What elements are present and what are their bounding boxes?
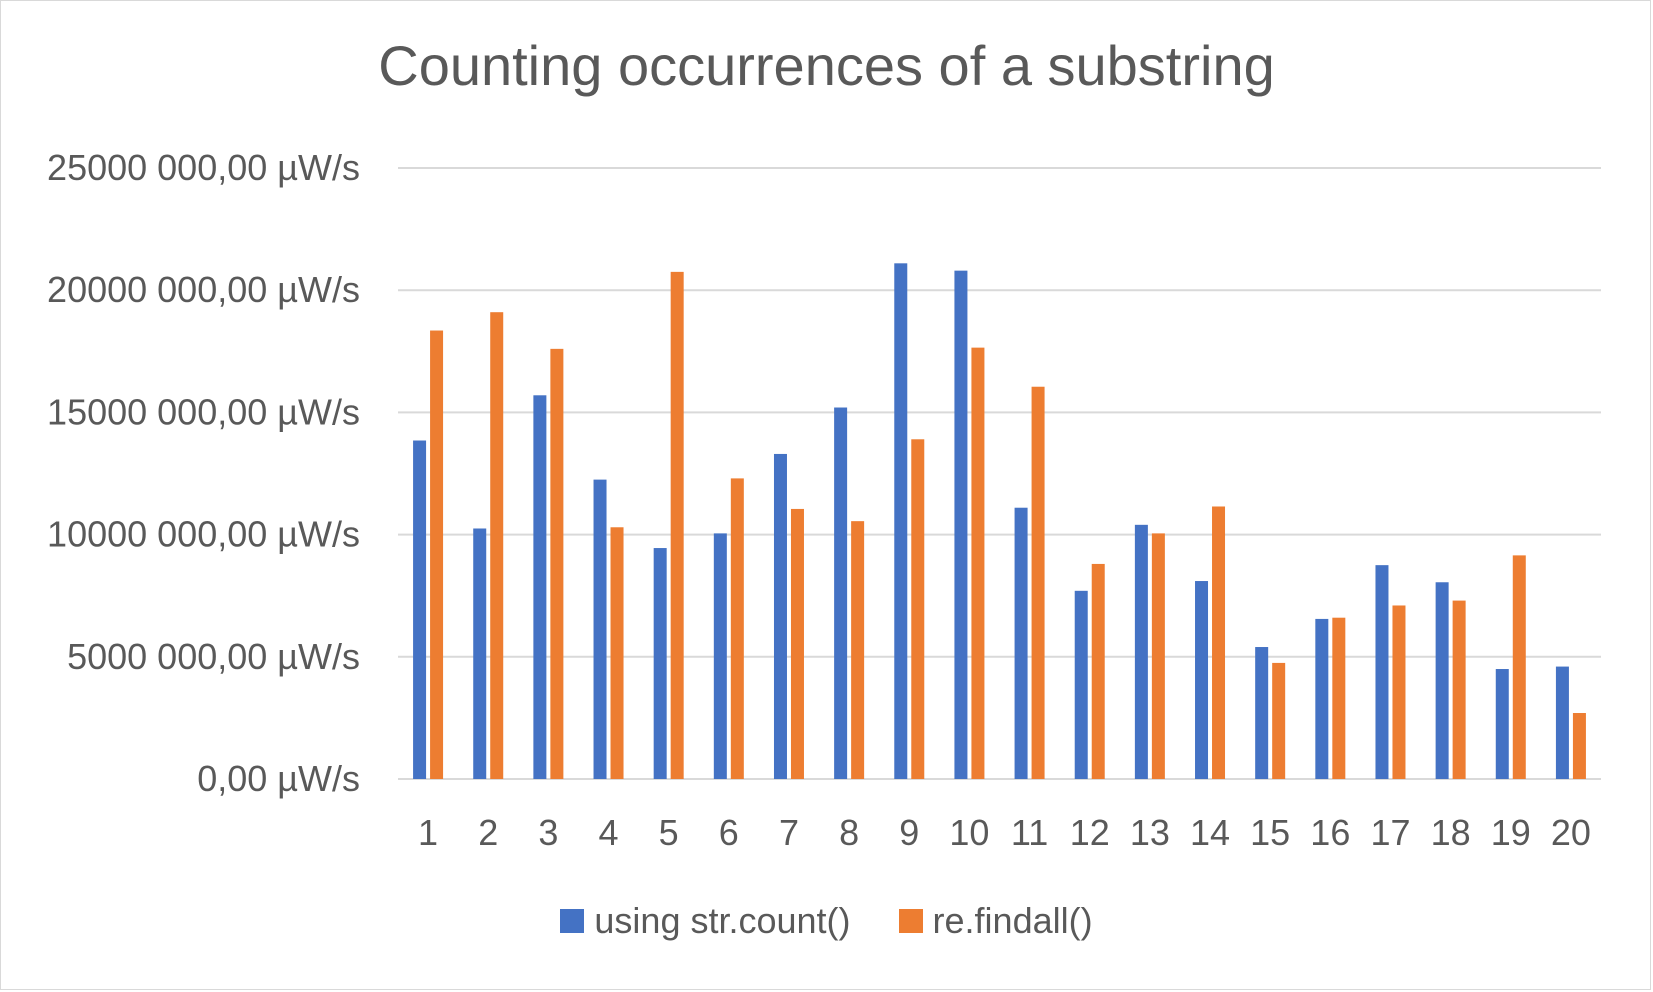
bar-series-1-cat-20 <box>1555 666 1569 779</box>
bar-series-2-cat-19 <box>1512 555 1526 779</box>
bar-series-1-cat-10 <box>954 270 968 779</box>
bar-series-2-cat-10 <box>971 347 985 779</box>
y-tick-label: 15000 000,00 µW/s <box>47 391 360 432</box>
x-tick-label: 20 <box>1551 812 1591 853</box>
bar-series-1-cat-2 <box>473 528 487 779</box>
bar-series-2-cat-15 <box>1272 662 1286 779</box>
x-tick-label: 17 <box>1370 812 1410 853</box>
x-tick-label: 6 <box>719 812 739 853</box>
bar-series-1-cat-16 <box>1315 618 1329 779</box>
x-tick-label: 16 <box>1310 812 1350 853</box>
bar-series-2-cat-3 <box>550 348 564 779</box>
x-tick-label: 1 <box>418 812 438 853</box>
legend: using str.count() re.findall() <box>0 903 1653 939</box>
x-tick-label: 14 <box>1190 812 1230 853</box>
bar-series-2-cat-18 <box>1452 600 1466 779</box>
x-tick-label: 7 <box>779 812 799 853</box>
legend-swatch-series-1 <box>560 909 585 933</box>
legend-label-series-2: re.findall() <box>932 900 1093 941</box>
x-tick-label: 10 <box>949 812 989 853</box>
bar-series-2-cat-20 <box>1572 713 1586 779</box>
bars <box>413 263 1586 779</box>
y-tick-label: 5000 000,00 µW/s <box>67 636 360 677</box>
bar-series-2-cat-6 <box>730 478 744 779</box>
bar-series-1-cat-11 <box>1014 507 1028 779</box>
x-tick-label: 12 <box>1070 812 1110 853</box>
bar-series-1-cat-7 <box>773 453 787 779</box>
bar-series-1-cat-6 <box>713 533 727 779</box>
bar-series-1-cat-13 <box>1134 524 1148 779</box>
bar-series-1-cat-9 <box>894 263 908 779</box>
x-tick-label: 19 <box>1491 812 1531 853</box>
y-tick-label: 25000 000,00 µW/s <box>47 147 360 188</box>
x-tick-label: 11 <box>1011 812 1048 853</box>
x-tick-label: 18 <box>1431 812 1471 853</box>
bar-series-2-cat-2 <box>490 312 504 779</box>
bar-series-2-cat-12 <box>1091 563 1105 779</box>
x-tick-label: 13 <box>1130 812 1170 853</box>
chart-title: Counting occurrences of a substring <box>378 34 1275 97</box>
gridlines <box>398 167 1601 780</box>
legend-swatch-series-2 <box>898 909 923 933</box>
y-tick-label: 10000 000,00 µW/s <box>47 514 360 555</box>
bar-series-1-cat-15 <box>1255 647 1269 779</box>
bar-series-2-cat-11 <box>1031 386 1045 779</box>
x-axis-tick-labels: 1 2 3 4 5 6 7 8 9 10 11 12 13 14 15 16 17 18 19 20 <box>418 812 1591 853</box>
x-tick-label: 4 <box>599 812 619 853</box>
bar-series-2-cat-14 <box>1212 506 1226 779</box>
bar-series-1-cat-18 <box>1435 582 1449 779</box>
y-tick-label: 0,00 µW/s <box>197 758 360 799</box>
bar-series-1-cat-19 <box>1495 669 1509 779</box>
bar-series-2-cat-7 <box>790 508 804 779</box>
bar-series-1-cat-4 <box>593 479 607 779</box>
x-tick-label: 15 <box>1250 812 1290 853</box>
bar-series-2-cat-5 <box>670 271 684 779</box>
bar-series-2-cat-1 <box>430 330 444 779</box>
bar-series-1-cat-3 <box>533 395 547 779</box>
bar-series-2-cat-4 <box>610 527 624 779</box>
bar-series-2-cat-9 <box>911 439 925 779</box>
bar-series-2-cat-13 <box>1151 533 1165 779</box>
bar-series-1-cat-12 <box>1074 590 1088 779</box>
x-tick-label: 5 <box>659 812 679 853</box>
x-tick-label: 2 <box>478 812 498 853</box>
x-tick-label: 9 <box>899 812 919 853</box>
bar-series-1-cat-8 <box>834 407 848 779</box>
legend-item-series-2: re.findall() <box>898 900 1093 941</box>
x-tick-label: 8 <box>839 812 859 853</box>
legend-item-series-1: using str.count() <box>560 900 851 941</box>
bar-series-2-cat-16 <box>1332 617 1346 779</box>
y-tick-label: 20000 000,00 µW/s <box>47 269 360 310</box>
bar-series-2-cat-8 <box>851 521 865 779</box>
legend-label-series-1: using str.count() <box>594 900 851 941</box>
bar-series-1-cat-5 <box>653 548 667 779</box>
bar-series-1-cat-14 <box>1195 581 1209 779</box>
bar-series-1-cat-1 <box>413 440 427 779</box>
y-axis-tick-labels: 0,00 µW/s 5000 000,00 µW/s 10000 000,00 µW… <box>47 147 360 799</box>
bar-series-1-cat-17 <box>1375 565 1389 779</box>
bar-series-2-cat-17 <box>1392 605 1406 779</box>
x-tick-label: 3 <box>538 812 558 853</box>
